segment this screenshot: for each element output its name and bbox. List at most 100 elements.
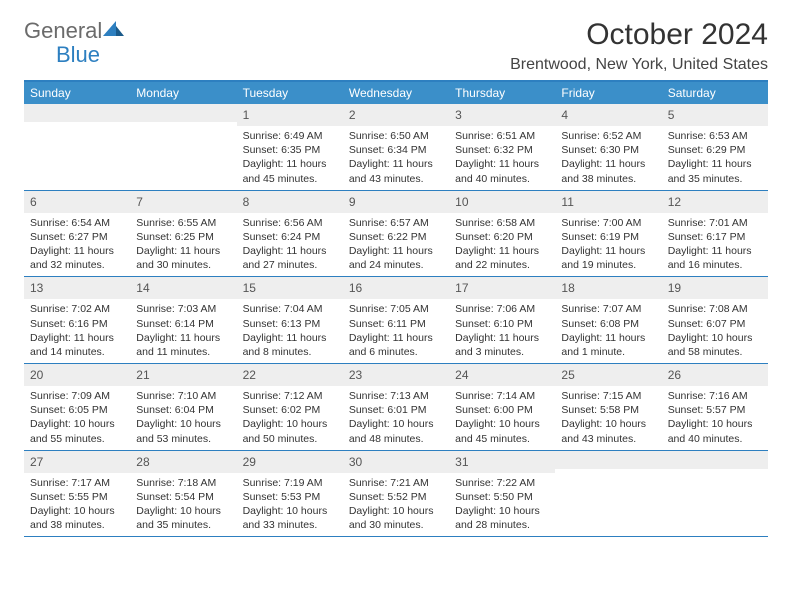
calendar: SundayMondayTuesdayWednesdayThursdayFrid… — [24, 80, 768, 537]
sunrise-text: Sunrise: 6:53 AM — [668, 129, 762, 143]
month-title: October 2024 — [510, 18, 768, 52]
date-row — [130, 104, 236, 122]
date-row: 26 — [662, 364, 768, 386]
sunrise-text: Sunrise: 7:00 AM — [561, 216, 655, 230]
date-row: 3 — [449, 104, 555, 126]
cell-body: Sunrise: 7:04 AMSunset: 6:13 PMDaylight:… — [237, 299, 343, 363]
daylight-text: Daylight: 10 hours and 50 minutes. — [243, 417, 337, 445]
title-block: October 2024 Brentwood, New York, United… — [510, 18, 768, 74]
date-number: 11 — [561, 195, 573, 209]
calendar-cell: 16Sunrise: 7:05 AMSunset: 6:11 PMDayligh… — [343, 277, 449, 363]
calendar-cell: 6Sunrise: 6:54 AMSunset: 6:27 PMDaylight… — [24, 191, 130, 277]
cell-body: Sunrise: 7:00 AMSunset: 6:19 PMDaylight:… — [555, 213, 661, 277]
date-row: 11 — [555, 191, 661, 213]
calendar-cell: 4Sunrise: 6:52 AMSunset: 6:30 PMDaylight… — [555, 104, 661, 190]
daylight-text: Daylight: 10 hours and 30 minutes. — [349, 504, 443, 532]
date-row: 2 — [343, 104, 449, 126]
cell-body: Sunrise: 7:02 AMSunset: 6:16 PMDaylight:… — [24, 299, 130, 363]
cell-body: Sunrise: 7:13 AMSunset: 6:01 PMDaylight:… — [343, 386, 449, 450]
date-row — [24, 104, 130, 122]
daylight-text: Daylight: 11 hours and 45 minutes. — [243, 157, 337, 185]
date-number: 26 — [668, 368, 681, 382]
date-number: 19 — [668, 281, 681, 295]
day-header: Tuesday — [237, 82, 343, 104]
date-row: 16 — [343, 277, 449, 299]
cell-body: Sunrise: 7:10 AMSunset: 6:04 PMDaylight:… — [130, 386, 236, 450]
date-number: 17 — [455, 281, 468, 295]
date-row: 21 — [130, 364, 236, 386]
date-number: 8 — [243, 195, 250, 209]
sunset-text: Sunset: 5:57 PM — [668, 403, 762, 417]
daylight-text: Daylight: 11 hours and 11 minutes. — [136, 331, 230, 359]
date-number: 22 — [243, 368, 256, 382]
day-header: Friday — [555, 82, 661, 104]
cell-body: Sunrise: 7:22 AMSunset: 5:50 PMDaylight:… — [449, 473, 555, 537]
day-header: Thursday — [449, 82, 555, 104]
date-row: 27 — [24, 451, 130, 473]
date-number: 13 — [30, 281, 43, 295]
daylight-text: Daylight: 11 hours and 16 minutes. — [668, 244, 762, 272]
sunset-text: Sunset: 6:14 PM — [136, 317, 230, 331]
sunset-text: Sunset: 5:58 PM — [561, 403, 655, 417]
sunrise-text: Sunrise: 7:14 AM — [455, 389, 549, 403]
sunset-text: Sunset: 5:55 PM — [30, 490, 124, 504]
cell-body: Sunrise: 7:01 AMSunset: 6:17 PMDaylight:… — [662, 213, 768, 277]
date-row: 5 — [662, 104, 768, 126]
calendar-cell: 18 Sunrise: 7:07 AMSunset: 6:08 PMDayligh… — [555, 277, 661, 363]
daylight-text: Daylight: 11 hours and 40 minutes. — [455, 157, 549, 185]
daylight-text: Daylight: 11 hours and 27 minutes. — [243, 244, 337, 272]
calendar-cell: 17Sunrise: 7:06 AMSunset: 6:10 PMDayligh… — [449, 277, 555, 363]
daylight-text: Daylight: 11 hours and 30 minutes. — [136, 244, 230, 272]
date-number: 23 — [349, 368, 362, 382]
calendar-cell: 9Sunrise: 6:57 AMSunset: 6:22 PMDaylight… — [343, 191, 449, 277]
cell-body: Sunrise: 6:54 AMSunset: 6:27 PMDaylight:… — [24, 213, 130, 277]
sunrise-text: Sunrise: 6:56 AM — [243, 216, 337, 230]
cell-body: Sunrise: 6:56 AMSunset: 6:24 PMDaylight:… — [237, 213, 343, 277]
daylight-text: Daylight: 11 hours and 24 minutes. — [349, 244, 443, 272]
sunrise-text: Sunrise: 7:02 AM — [30, 302, 124, 316]
calendar-cell: 19Sunrise: 7:08 AMSunset: 6:07 PMDayligh… — [662, 277, 768, 363]
date-row: 24 — [449, 364, 555, 386]
cell-body: Sunrise: 7:17 AMSunset: 5:55 PMDaylight:… — [24, 473, 130, 537]
sunrise-text: Sunrise: 7:06 AM — [455, 302, 549, 316]
cell-body: Sunrise: 7:03 AMSunset: 6:14 PMDaylight:… — [130, 299, 236, 363]
date-number: 10 — [455, 195, 468, 209]
cell-body: Sunrise: 7:19 AMSunset: 5:53 PMDaylight:… — [237, 473, 343, 537]
sunrise-text: Sunrise: 7:17 AM — [30, 476, 124, 490]
sunset-text: Sunset: 6:24 PM — [243, 230, 337, 244]
daylight-text: Daylight: 10 hours and 40 minutes. — [668, 417, 762, 445]
daylight-text: Daylight: 11 hours and 22 minutes. — [455, 244, 549, 272]
cell-body: Sunrise: 7:15 AMSunset: 5:58 PMDaylight:… — [555, 386, 661, 450]
sunrise-text: Sunrise: 7:10 AM — [136, 389, 230, 403]
calendar-cell — [555, 451, 661, 537]
cell-body: Sunrise: 6:49 AMSunset: 6:35 PMDaylight:… — [237, 126, 343, 190]
sunrise-text: Sunrise: 7:04 AM — [243, 302, 337, 316]
daylight-text: Daylight: 10 hours and 28 minutes. — [455, 504, 549, 532]
date-row: 14 — [130, 277, 236, 299]
daylight-text: Daylight: 10 hours and 53 minutes. — [136, 417, 230, 445]
daylight-text: Daylight: 10 hours and 45 minutes. — [455, 417, 549, 445]
sunrise-text: Sunrise: 6:57 AM — [349, 216, 443, 230]
calendar-cell: 1Sunrise: 6:49 AMSunset: 6:35 PMDaylight… — [237, 104, 343, 190]
cell-body: Sunrise: 7:07 AMSunset: 6:08 PMDaylight:… — [555, 299, 661, 363]
sunset-text: Sunset: 6:00 PM — [455, 403, 549, 417]
date-number: 18 — [561, 281, 574, 295]
sunset-text: Sunset: 5:50 PM — [455, 490, 549, 504]
date-number: 7 — [136, 195, 143, 209]
sunset-text: Sunset: 5:52 PM — [349, 490, 443, 504]
date-row: 10 — [449, 191, 555, 213]
calendar-cell: 2Sunrise: 6:50 AMSunset: 6:34 PMDaylight… — [343, 104, 449, 190]
sunset-text: Sunset: 6:22 PM — [349, 230, 443, 244]
calendar-cell: 25Sunrise: 7:15 AMSunset: 5:58 PMDayligh… — [555, 364, 661, 450]
date-number: 24 — [455, 368, 468, 382]
date-number: 12 — [668, 195, 681, 209]
sunrise-text: Sunrise: 7:13 AM — [349, 389, 443, 403]
sunset-text: Sunset: 6:35 PM — [243, 143, 337, 157]
calendar-cell: 10Sunrise: 6:58 AMSunset: 6:20 PMDayligh… — [449, 191, 555, 277]
cell-body: Sunrise: 6:52 AMSunset: 6:30 PMDaylight:… — [555, 126, 661, 190]
sunrise-text: Sunrise: 6:52 AM — [561, 129, 655, 143]
date-number: 14 — [136, 281, 149, 295]
calendar-cell: 24 Sunrise: 7:14 AMSunset: 6:00 PMDayligh… — [449, 364, 555, 450]
location-text: Brentwood, New York, United States — [510, 56, 768, 74]
date-number: 2 — [349, 108, 356, 122]
